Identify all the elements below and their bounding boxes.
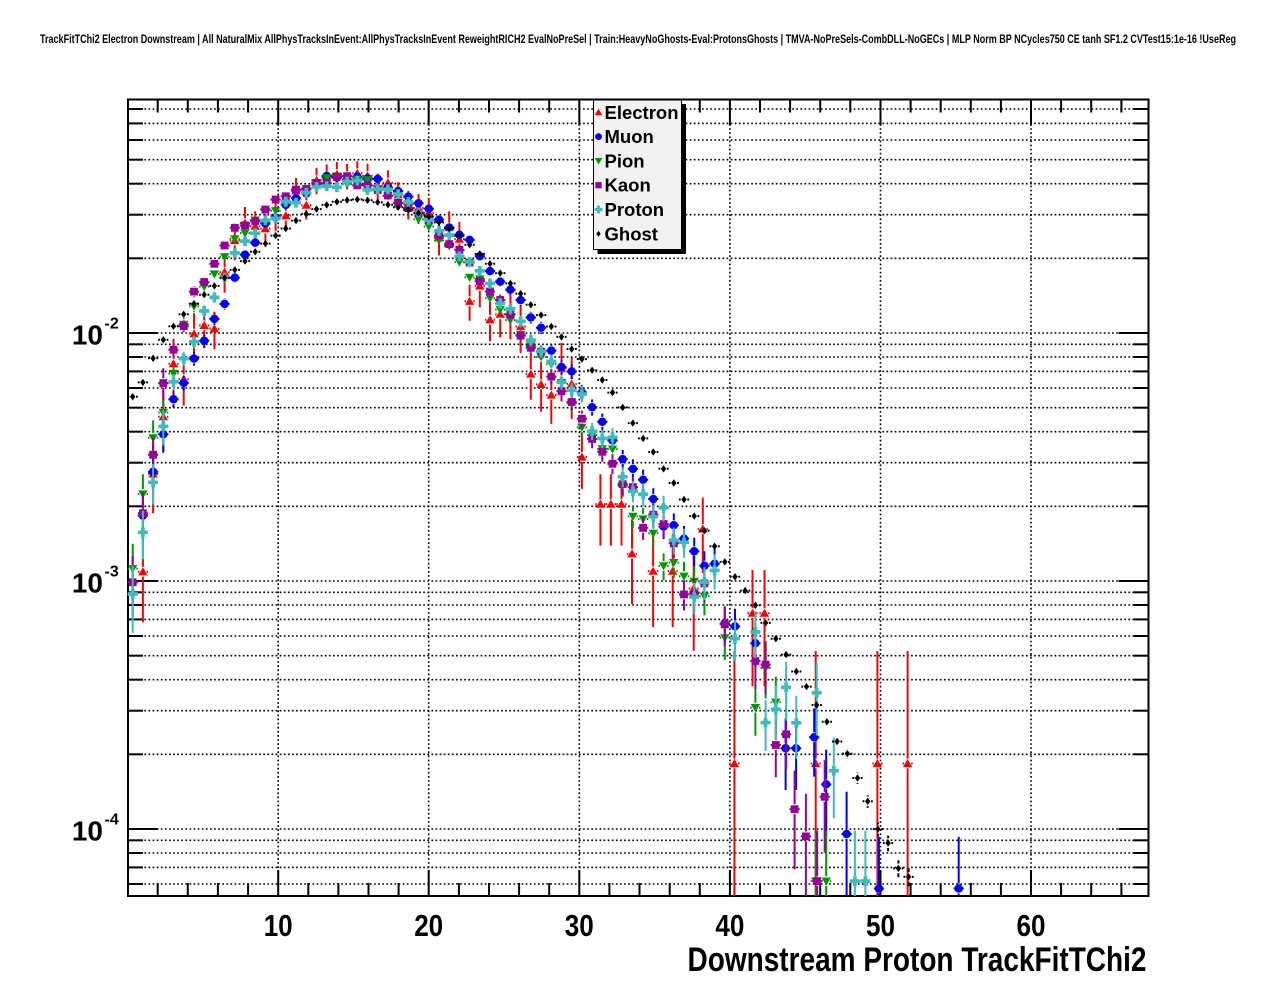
svg-text:10: 10 [72,816,103,847]
svg-text:10: 10 [264,909,293,943]
svg-text:Kaon: Kaon [605,175,651,196]
svg-text:Electron: Electron [605,102,679,123]
svg-text:-4: -4 [105,812,119,829]
svg-text:10: 10 [72,320,103,351]
svg-text:Downstream Proton TrackFitTChi: Downstream Proton TrackFitTChi2 [688,941,1147,979]
svg-text:30: 30 [565,909,594,943]
svg-text:60: 60 [1017,909,1046,943]
svg-text:50: 50 [866,909,895,943]
svg-text:Muon: Muon [605,126,654,147]
svg-text:Proton: Proton [605,199,665,220]
svg-text:-2: -2 [105,316,119,333]
svg-text:40: 40 [715,909,744,943]
svg-text:-3: -3 [105,564,119,581]
svg-text:TrackFitTChi2 Electron Downstr: TrackFitTChi2 Electron Downstream | All … [40,34,1236,46]
svg-text:20: 20 [414,909,443,943]
svg-text:10: 10 [72,568,103,599]
svg-text:Ghost: Ghost [605,223,658,244]
svg-text:Pion: Pion [605,150,645,171]
